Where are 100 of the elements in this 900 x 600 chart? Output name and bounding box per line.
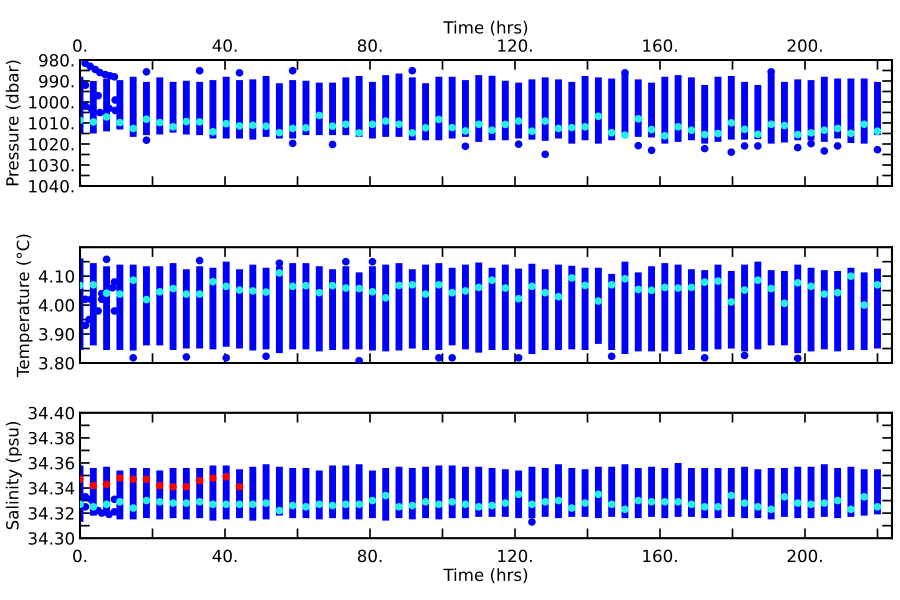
point xyxy=(142,68,150,76)
point xyxy=(541,150,549,158)
point xyxy=(288,140,296,148)
point xyxy=(342,258,350,266)
point xyxy=(514,354,522,362)
bar xyxy=(701,270,708,352)
bar xyxy=(435,263,442,350)
point xyxy=(435,354,443,362)
y-tick-label: 4.10 xyxy=(38,270,74,283)
bar xyxy=(674,75,682,142)
point xyxy=(98,509,106,517)
point xyxy=(96,108,104,116)
point xyxy=(528,518,536,526)
point xyxy=(874,146,882,154)
point xyxy=(129,475,137,484)
point xyxy=(276,259,284,267)
point xyxy=(102,256,110,264)
bar xyxy=(488,268,496,350)
point xyxy=(807,140,815,148)
point xyxy=(196,66,204,75)
point xyxy=(182,482,190,491)
x2-tick-label: 80. xyxy=(358,39,382,52)
bar xyxy=(834,270,842,352)
x2-tick-label: 200. xyxy=(788,39,822,52)
point xyxy=(156,482,164,490)
bar xyxy=(262,268,270,350)
point xyxy=(222,354,230,362)
x2-tick-label: 120. xyxy=(498,39,532,52)
bar xyxy=(661,263,668,352)
y-tick-label: 990. xyxy=(39,74,74,88)
bar xyxy=(594,268,602,344)
bar xyxy=(622,262,628,354)
point xyxy=(794,354,802,362)
bar xyxy=(674,264,682,354)
point xyxy=(794,144,802,152)
y-tick-label: 34.34 xyxy=(28,482,74,495)
bar xyxy=(714,76,722,142)
bar xyxy=(130,264,137,351)
bar xyxy=(249,264,256,351)
bar xyxy=(143,266,150,346)
x-tick-label: 80. xyxy=(358,550,382,562)
bar xyxy=(860,272,868,350)
bar xyxy=(847,78,854,143)
bar xyxy=(688,269,695,350)
bar xyxy=(170,263,177,350)
point xyxy=(209,474,217,482)
bar xyxy=(768,270,775,346)
bar xyxy=(396,73,402,137)
point xyxy=(182,353,190,361)
y-tick-label: 1010. xyxy=(29,116,74,130)
bar xyxy=(262,76,270,137)
x-tick-label: 120. xyxy=(498,550,532,562)
y-tick-label: 34.38 xyxy=(28,432,74,444)
point xyxy=(142,136,150,144)
bar xyxy=(754,262,762,350)
bar xyxy=(582,268,589,350)
point xyxy=(740,142,748,150)
bar xyxy=(182,269,190,349)
bar xyxy=(289,263,296,350)
x-tick-label: 0. xyxy=(73,550,86,562)
point xyxy=(634,142,642,150)
point xyxy=(129,354,137,362)
bar xyxy=(209,268,216,350)
y-axis-title: Temperature (°C) xyxy=(16,234,32,378)
point xyxy=(222,472,230,481)
y-axis-title: Salinity (psu) xyxy=(6,422,22,530)
bar xyxy=(847,268,854,350)
point xyxy=(169,482,177,491)
bar xyxy=(608,274,616,350)
bar xyxy=(594,77,602,144)
point xyxy=(328,140,336,148)
bar xyxy=(582,76,589,140)
point xyxy=(608,352,616,360)
y-tick-label: 1030. xyxy=(29,158,74,172)
point xyxy=(288,66,296,75)
point xyxy=(648,146,656,154)
y-tick-label: 1020. xyxy=(29,138,74,151)
point xyxy=(236,69,244,77)
bar xyxy=(648,266,655,352)
point xyxy=(740,352,748,360)
bar xyxy=(236,269,243,349)
point xyxy=(448,354,456,362)
y-tick-label: 34.30 xyxy=(28,532,74,545)
bar xyxy=(860,78,868,144)
y-tick-label: 3.90 xyxy=(39,328,74,341)
point xyxy=(102,480,110,488)
bar xyxy=(820,270,828,350)
bar xyxy=(555,264,562,350)
x2-axis-title: Time (hrs) xyxy=(443,20,528,36)
y-tick-label: 34.40 xyxy=(28,406,74,420)
x2-tick-label: 160. xyxy=(643,39,677,52)
y-tick-label: 1040. xyxy=(29,180,74,193)
bar xyxy=(515,268,522,350)
point xyxy=(700,354,708,362)
bar xyxy=(688,77,695,140)
y-tick-label: 34.36 xyxy=(28,456,74,470)
bar xyxy=(780,270,788,346)
point xyxy=(408,66,416,75)
y-axis-title: Pressure (dbar) xyxy=(6,60,21,186)
point xyxy=(262,352,270,360)
